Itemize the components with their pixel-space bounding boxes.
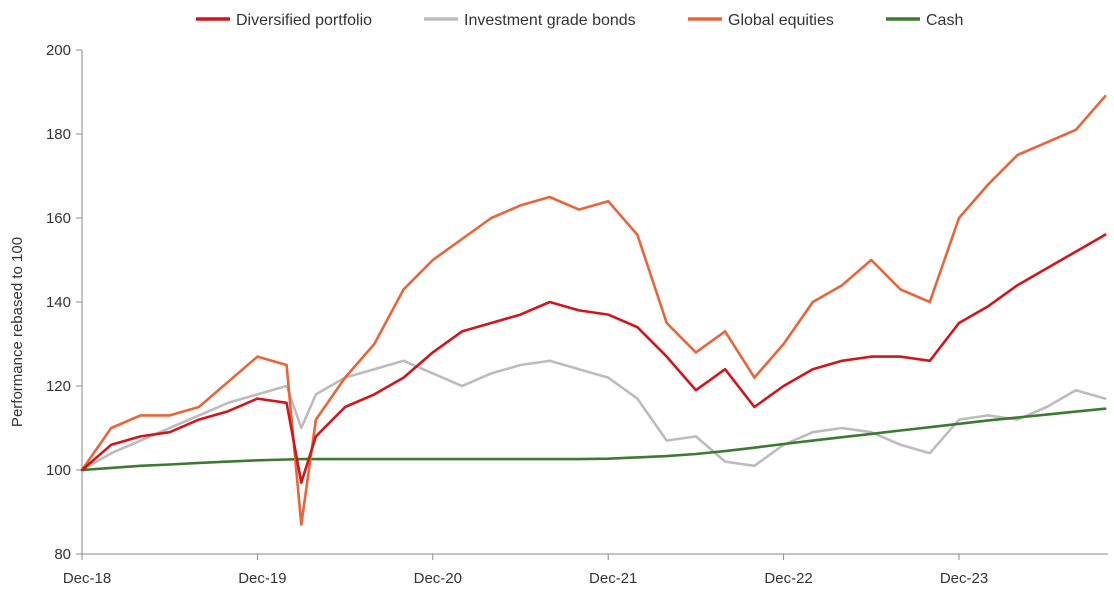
y-axis-title: Performance rebased to 100 (9, 237, 26, 427)
x-tick-label: Dec-22 (764, 570, 812, 587)
legend-item: Cash (886, 12, 963, 29)
y-tick-label: 80 (54, 546, 71, 563)
legend-label: Investment grade bonds (464, 12, 636, 29)
y-tick-label: 160 (46, 210, 71, 227)
x-tick-label: Dec-21 (589, 570, 637, 587)
x-tick-label: Dec-20 (414, 570, 462, 587)
x-tick-label: Dec-19 (238, 570, 286, 587)
x-tick-label: Dec-18 (63, 570, 111, 587)
y-tick-label: 120 (46, 378, 71, 395)
chart-series (80, 94, 1107, 526)
legend-label: Global equities (728, 12, 834, 29)
x-tick-label: Dec-23 (940, 570, 988, 587)
y-axis-title-group: Performance rebased to 100 (9, 237, 26, 427)
series-line-diversified-portfolio (80, 233, 1107, 484)
chart-legend: Diversified portfolio Investment grade bo… (196, 12, 963, 29)
legend-item: Global equities (688, 12, 834, 29)
series-line-investment-grade-bonds (80, 359, 1107, 472)
y-tick-label: 100 (46, 462, 71, 479)
x-axis-ticks: Dec-18 Dec-19 Dec-20 Dec-21 Dec-22 Dec-23 (63, 554, 988, 587)
legend-item: Investment grade bonds (424, 12, 636, 29)
y-tick-label: 200 (46, 42, 71, 59)
chart-axes (81, 50, 1108, 555)
legend-label: Diversified portfolio (236, 12, 372, 29)
y-tick-label: 140 (46, 294, 71, 311)
series-line-global-equities (80, 94, 1107, 526)
legend-label: Cash (926, 12, 963, 29)
series-line-cash (80, 407, 1107, 472)
y-axis-ticks: 80 100 120 140 160 180 200 (46, 42, 82, 563)
y-tick-label: 180 (46, 126, 71, 143)
legend-item: Diversified portfolio (196, 12, 372, 29)
